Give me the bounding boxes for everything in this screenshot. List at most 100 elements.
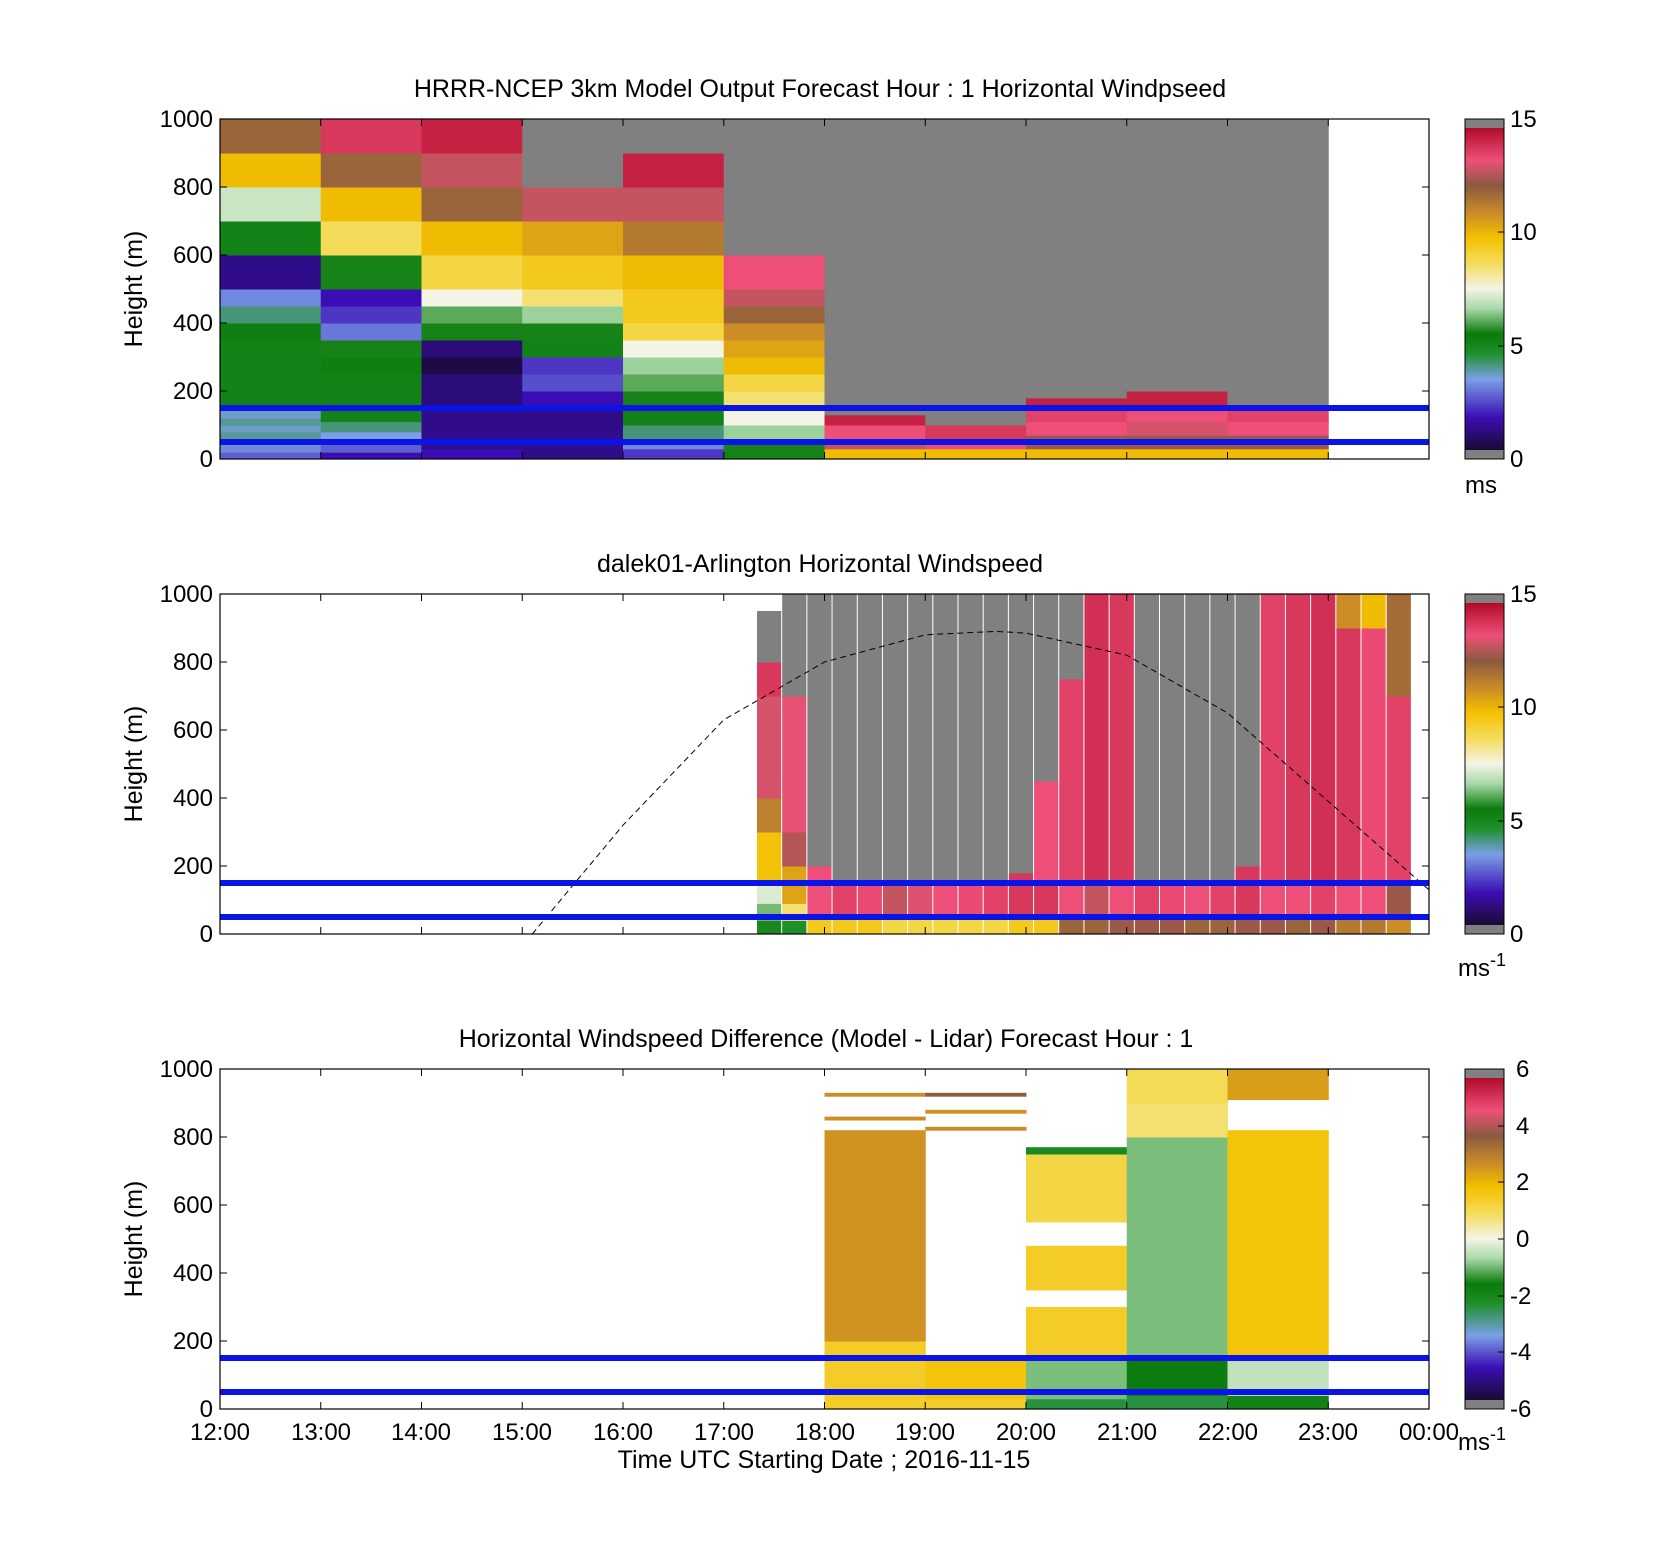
colorbar-missing-bottom — [1465, 925, 1504, 934]
heatmap-cell — [522, 442, 624, 460]
heatmap-cell — [807, 917, 832, 935]
heatmap-cell — [958, 917, 983, 935]
heatmap-cell — [756, 696, 782, 799]
y-tick-label: 600 — [173, 242, 213, 269]
y-tick-label: 200 — [173, 853, 213, 880]
blue-lines — [220, 1355, 1429, 1395]
heatmap-cell — [421, 289, 523, 307]
heatmap-cell — [1034, 594, 1059, 782]
heatmap-cell — [1227, 448, 1329, 460]
heatmap-cell — [1034, 883, 1059, 918]
heatmap-cell — [1134, 917, 1159, 935]
heatmap-cell — [824, 1116, 926, 1121]
colorbar-tick-label: 10 — [1510, 694, 1537, 721]
heatmap-cell — [782, 594, 807, 697]
panel-title: HRRR-NCEP 3km Model Output Forecast Hour… — [414, 75, 1226, 103]
heatmap-cell — [421, 448, 523, 460]
heatmap-cell — [320, 153, 422, 188]
heatmap-cell — [1235, 866, 1260, 918]
heatmap-cell — [1227, 1130, 1329, 1359]
heatmap-cell — [623, 408, 725, 426]
heatmap-cell — [756, 832, 782, 884]
heatmap-cell — [1386, 696, 1411, 884]
colorbar: 0 5 10 15 ms-1 — [1458, 581, 1537, 982]
unit-text: ms — [1458, 1429, 1490, 1456]
heatmap-cell — [421, 391, 523, 409]
heatmap-cell — [220, 445, 322, 453]
heatmap-cell — [958, 883, 983, 918]
heatmap-cell — [623, 391, 725, 409]
heatmap-cell — [983, 883, 1008, 918]
heatmap-cell — [522, 306, 624, 324]
heatmap-cell — [925, 1126, 1027, 1131]
colorbar-tick-label: -2 — [1510, 1283, 1531, 1310]
heatmap-cell — [1134, 594, 1159, 884]
heatmap-cell — [220, 425, 322, 433]
colorbar-missing-bottom — [1465, 1400, 1504, 1409]
y-tick-labels: 0 200 400 600 800 1000 — [160, 1056, 213, 1423]
heatmap-cell — [320, 357, 422, 375]
heatmap-cell — [220, 221, 322, 256]
colorbar-tick-label: 15 — [1510, 581, 1537, 608]
colorbar-unit: ms — [1465, 472, 1497, 499]
heatmap-cell — [857, 594, 882, 884]
heatmap-cell — [1034, 917, 1059, 935]
y-tick-label: 600 — [173, 1192, 213, 1219]
heatmap-cell — [220, 374, 322, 392]
heatmap-cell — [756, 883, 782, 904]
heatmap-cell — [1084, 594, 1109, 884]
heatmap-cell — [623, 306, 725, 324]
heatmap-cell — [1159, 594, 1185, 884]
heatmap-cell — [421, 221, 523, 256]
heatmap-cell — [1126, 1137, 1228, 1359]
heatmap-cell — [782, 832, 807, 867]
heatmap-cell — [1285, 594, 1311, 884]
axis-ticks — [219, 1068, 1430, 1410]
y-axis-label: Height (m) — [120, 1181, 148, 1298]
blue-lines — [220, 405, 1429, 445]
y-tick-label: 0 — [200, 1396, 213, 1423]
heatmap-cell — [522, 391, 624, 409]
heatmap-cell — [1210, 594, 1235, 884]
heatmap-cell — [522, 119, 624, 188]
heatmap-cell — [1336, 883, 1361, 918]
heatmap-cell — [220, 119, 322, 154]
heatmap-cell — [522, 408, 624, 426]
heatmap-cell — [1026, 1398, 1128, 1410]
heatmap-cell — [1008, 872, 1034, 918]
heatmap-cell — [220, 289, 322, 307]
heatmap-cell — [623, 448, 725, 460]
heatmap-cell — [1008, 917, 1034, 935]
heatmap-cell — [925, 1092, 1027, 1097]
heatmap-cell — [320, 442, 422, 453]
x-tick-label: 12:00 — [190, 1419, 250, 1446]
heatmap-cell — [983, 594, 1008, 884]
heatmap-cell — [1026, 1307, 1128, 1359]
heatmap-cell — [824, 1092, 926, 1097]
heatmap-cell — [925, 119, 1027, 426]
heatmap-cell — [1034, 781, 1059, 884]
heatmap-cell — [1361, 883, 1386, 918]
heatmap-cell — [832, 917, 857, 935]
colorbar-tick-label: 0 — [1510, 446, 1523, 473]
heatmap-cell — [723, 255, 825, 290]
heatmap-cell — [623, 221, 725, 256]
colorbar-gradient — [1465, 1078, 1504, 1400]
heatmap-cell — [623, 255, 725, 290]
heatmap-cell — [933, 594, 958, 884]
y-tick-label: 200 — [173, 378, 213, 405]
heatmap-cell — [220, 340, 322, 358]
heatmap-cell — [320, 374, 422, 392]
heatmap-cell — [220, 357, 322, 375]
heatmap-cell — [522, 425, 624, 443]
heatmap-cell — [1026, 1147, 1128, 1155]
x-tick-label: 20:00 — [996, 1419, 1056, 1446]
heatmap-cell — [723, 425, 825, 440]
heatmap-cell — [421, 119, 523, 154]
heatmap-cell — [908, 917, 933, 935]
heatmap-cell — [320, 391, 422, 409]
colorbar-missing-top — [1465, 594, 1504, 603]
heatmap-cell — [882, 917, 908, 935]
y-axis-label: Height (m) — [120, 706, 148, 823]
heatmap-cell — [756, 662, 782, 697]
